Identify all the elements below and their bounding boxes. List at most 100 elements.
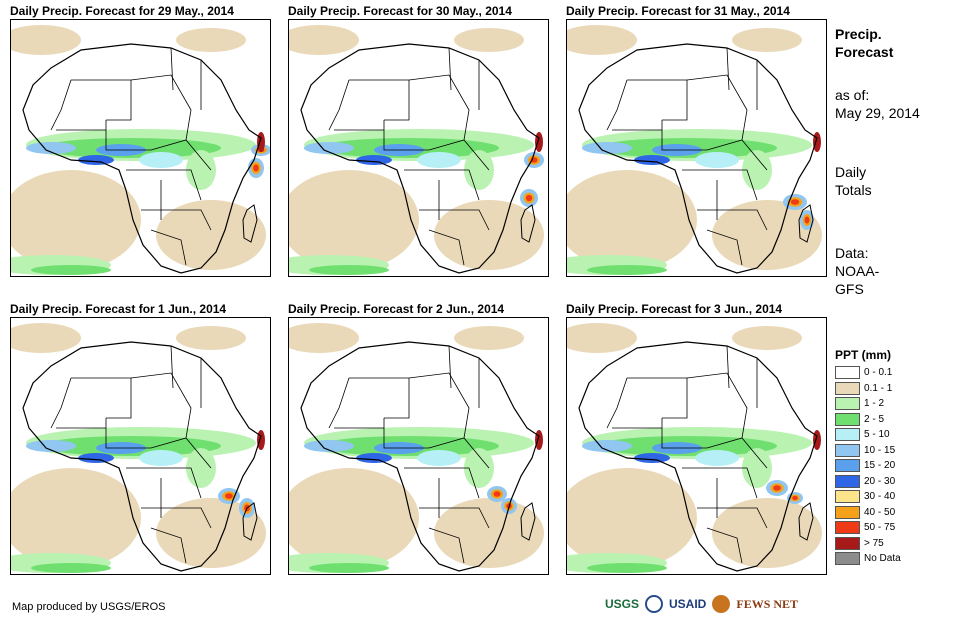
legend-swatch [835, 412, 860, 426]
precip-area [695, 152, 739, 168]
coastline [22, 43, 262, 274]
precip-area [732, 326, 802, 350]
precip-area [464, 150, 494, 190]
legend-swatch [835, 536, 860, 550]
precip-area [695, 450, 739, 466]
country-border [349, 377, 410, 419]
forecast-panel: Daily Precip. Forecast for 1 Jun., 2014 [10, 302, 271, 575]
precip-area [567, 468, 697, 568]
country-border [686, 74, 748, 141]
precip-area [289, 170, 419, 270]
legend-title: PPT (mm) [835, 348, 892, 362]
data-source: NOAA- [835, 263, 880, 279]
legend-item: 40 - 50 [835, 505, 901, 521]
footer-credit: Map produced by USGS/EROS [12, 601, 166, 613]
precip-area [139, 152, 183, 168]
usaid-seal-icon [645, 595, 664, 613]
country-border [130, 74, 192, 141]
precip-area [567, 323, 637, 353]
precip-area [813, 132, 821, 152]
country-border [126, 467, 202, 499]
country-border [130, 372, 192, 439]
usgs-logo: USGS [605, 597, 640, 611]
precip-area [356, 155, 392, 165]
country-border [606, 377, 628, 429]
precip-area [582, 142, 632, 154]
country-border [726, 345, 730, 389]
country-border [428, 229, 465, 266]
legend-item: 30 - 40 [835, 489, 901, 505]
legend-item: 2 - 5 [835, 412, 901, 428]
legend-swatch [835, 505, 860, 519]
precip-area [417, 450, 461, 466]
country-border [150, 437, 212, 469]
precip-map [566, 317, 827, 575]
legend-swatch [835, 366, 860, 380]
daily-label: Totals [835, 182, 872, 198]
precip-area [535, 132, 543, 152]
precip-area [225, 493, 233, 499]
precip-area [792, 495, 798, 501]
panel-title: Daily Precip. Forecast for 29 May., 2014 [10, 4, 234, 18]
coastline [300, 341, 540, 572]
map-canvas [567, 25, 822, 275]
forecast-panel: Daily Precip. Forecast for 2 Jun., 2014 [288, 302, 549, 575]
precip-area [493, 491, 501, 497]
country-border [606, 79, 628, 131]
precip-area [11, 170, 141, 270]
panel-title: Daily Precip. Forecast for 3 Jun., 2014 [566, 302, 783, 316]
precip-area [454, 28, 524, 52]
legend-item: 15 - 20 [835, 458, 901, 474]
precip-area [434, 200, 544, 270]
country-border [150, 229, 187, 266]
map-canvas [11, 25, 270, 275]
legend-swatch [835, 381, 860, 395]
precip-area [582, 440, 632, 452]
side-title: Precip. [835, 26, 882, 42]
country-border [126, 169, 202, 201]
precip-area [31, 265, 111, 275]
precip-area [31, 563, 111, 573]
coastline [578, 341, 818, 572]
data-source: Data: [835, 245, 869, 261]
asof-date: May 29, 2014 [835, 105, 920, 121]
madagascar-outline [520, 204, 536, 243]
legend-swatch [835, 474, 860, 488]
legend-label: No Data [864, 553, 901, 565]
logo-bar: USGS USAID FEWS NET [605, 595, 798, 613]
precip-area [587, 563, 667, 573]
precip-area [790, 199, 800, 205]
precip-area [78, 453, 114, 463]
daily-label: Daily [835, 164, 867, 180]
precip-area [176, 28, 246, 52]
panel-title: Daily Precip. Forecast for 2 Jun., 2014 [288, 302, 505, 316]
precip-map [566, 19, 827, 277]
country-border [71, 79, 132, 121]
precip-area [464, 448, 494, 488]
legend-swatch [835, 552, 860, 566]
legend-label: 30 - 40 [864, 491, 896, 503]
country-border [404, 467, 480, 499]
country-border [448, 345, 452, 389]
panel-title: Daily Precip. Forecast for 31 May., 2014 [566, 4, 790, 18]
precip-area [742, 448, 772, 488]
country-border [170, 345, 174, 389]
legend-swatch [835, 459, 860, 473]
country-border [706, 527, 743, 564]
coastline [22, 341, 262, 572]
legend-label: 1 - 2 [864, 398, 885, 410]
country-border [170, 47, 174, 91]
usaid-logo: USAID [669, 597, 707, 611]
country-border [408, 372, 470, 439]
legend-swatch [835, 443, 860, 457]
precip-area [186, 150, 216, 190]
country-border [448, 47, 452, 91]
precip-area [742, 150, 772, 190]
precip-map [10, 19, 271, 277]
map-canvas [11, 323, 266, 573]
precip-area [289, 25, 359, 55]
country-border [404, 169, 480, 201]
precip-area [773, 485, 781, 491]
precip-area [156, 200, 266, 270]
legend-item: 0.1 - 1 [835, 381, 901, 397]
